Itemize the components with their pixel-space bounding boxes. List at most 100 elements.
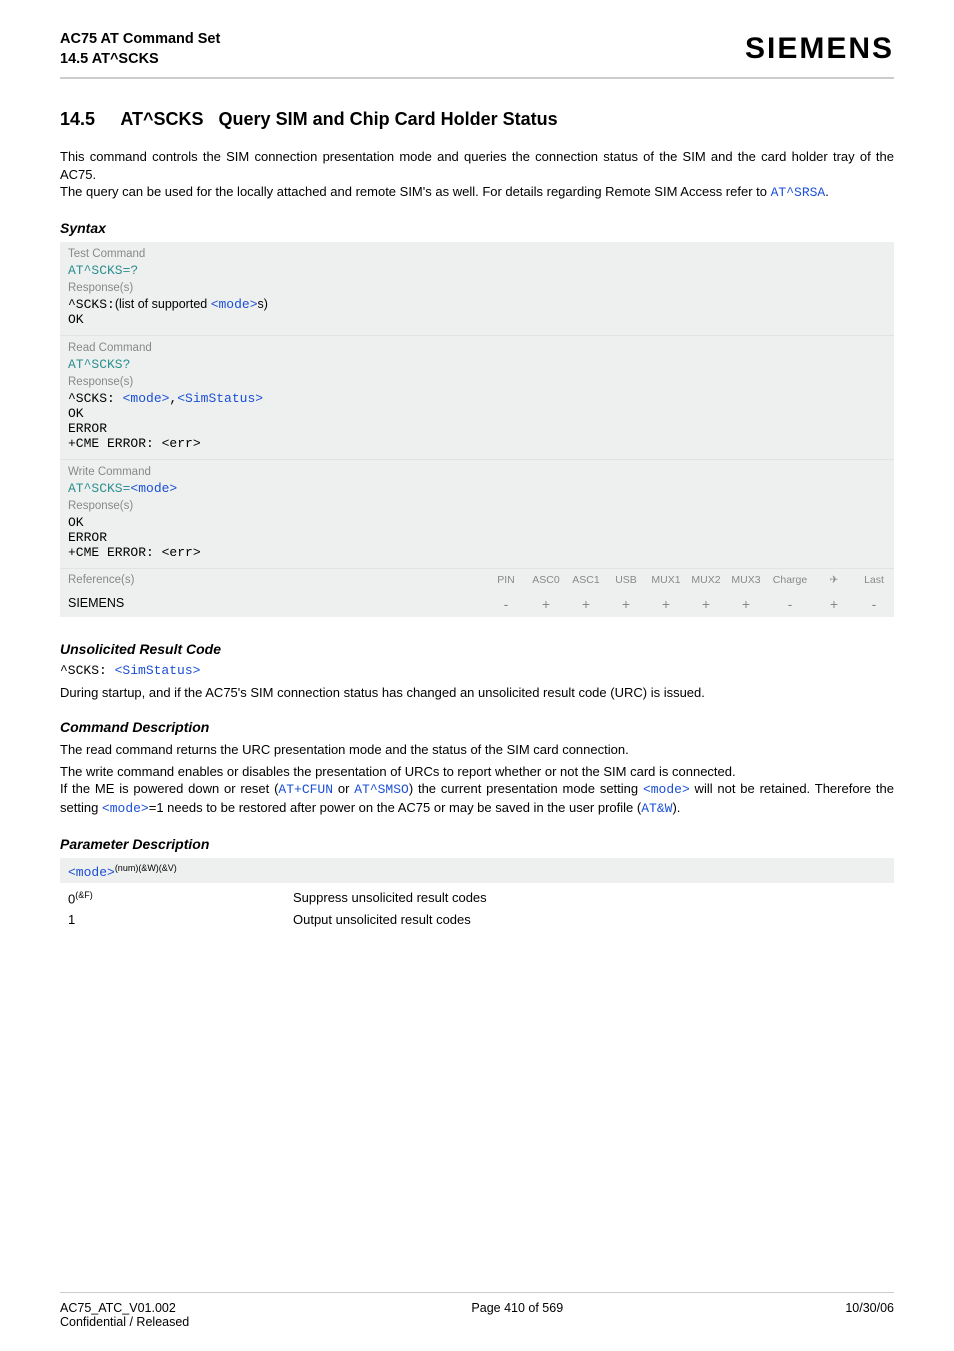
cmddesc-p2: The write command enables or disables th… xyxy=(60,763,894,781)
param-name-sup: (num)(&W)(&V) xyxy=(115,863,177,873)
page-footer: AC75_ATC_V01.002 Confidential / Released… xyxy=(60,1292,894,1329)
read-error: ERROR xyxy=(68,421,886,436)
ref-col-usb: USB xyxy=(606,569,646,591)
link-atw[interactable]: AT&W xyxy=(641,801,672,816)
write-cmd-mode[interactable]: <mode> xyxy=(130,481,177,496)
read-label: Read Command xyxy=(68,342,886,354)
test-resp-mid: (list of supported xyxy=(115,297,211,311)
param-name-block: <mode>(num)(&W)(&V) xyxy=(60,858,894,883)
ref-val-1: + xyxy=(526,591,566,617)
footer-left: AC75_ATC_V01.002 Confidential / Released xyxy=(60,1301,189,1329)
ref-col-airplane-icon: ✈ xyxy=(814,569,854,591)
read-resp-mode[interactable]: <mode> xyxy=(123,391,170,406)
urc-prefix: ^SCKS: xyxy=(60,663,115,678)
footer-page-number: Page 410 of 569 xyxy=(471,1301,563,1329)
param-key-1: 1 xyxy=(68,912,293,927)
read-cme: +CME ERROR: <err> xyxy=(68,436,886,451)
read-ok: OK xyxy=(68,406,886,421)
test-ok: OK xyxy=(68,312,886,327)
write-label: Write Command xyxy=(68,466,886,478)
ref-value-row: SIEMENS - + + + + + + - + - xyxy=(60,591,894,617)
cmddesc-p3: If the ME is powered down or reset (AT+C… xyxy=(60,780,894,817)
intro-p2: The query can be used for the locally at… xyxy=(60,183,894,202)
cd-p3b: or xyxy=(333,781,354,796)
ref-val-5: + xyxy=(686,591,726,617)
reference-table: Reference(s) PIN ASC0 ASC1 USB MUX1 MUX2… xyxy=(60,569,894,617)
read-resp-simstatus[interactable]: <SimStatus> xyxy=(177,391,263,406)
read-resp-label: Response(s) xyxy=(68,376,886,388)
ref-col-mux3: MUX3 xyxy=(726,569,766,591)
param-name[interactable]: <mode> xyxy=(68,865,115,880)
urc-param[interactable]: <SimStatus> xyxy=(115,663,201,678)
read-cmd: AT^SCKS? xyxy=(68,357,886,372)
ref-val-8: + xyxy=(814,591,854,617)
urc-line: ^SCKS: <SimStatus> xyxy=(60,663,894,678)
ref-col-mux2: MUX2 xyxy=(686,569,726,591)
test-resp-mode[interactable]: <mode> xyxy=(211,297,258,312)
header-line1: AC75 AT Command Set xyxy=(60,31,220,47)
write-cmd: AT^SCKS=<mode> xyxy=(68,481,886,496)
ref-col-charge: Charge xyxy=(766,569,814,591)
ref-val-6: + xyxy=(726,591,766,617)
ref-val-9: - xyxy=(854,591,894,617)
footer-doc-id: AC75_ATC_V01.002 xyxy=(60,1301,176,1315)
cd-mode1[interactable]: <mode> xyxy=(643,782,690,797)
param-key-0-sup: (&F) xyxy=(75,890,93,900)
intro-p2-post: . xyxy=(825,184,829,199)
ref-val-0: - xyxy=(486,591,526,617)
cmddesc-p1: The read command returns the URC present… xyxy=(60,741,894,759)
footer-date: 10/30/06 xyxy=(845,1301,894,1329)
test-resp-suffix: s) xyxy=(258,297,268,311)
footer-classification: Confidential / Released xyxy=(60,1315,189,1329)
ref-val-2: + xyxy=(566,591,606,617)
cd-p3e: =1 needs to be restored after power on t… xyxy=(149,800,641,815)
test-label: Test Command xyxy=(68,248,886,260)
ref-col-asc1: ASC1 xyxy=(566,569,606,591)
link-atcfun[interactable]: AT+CFUN xyxy=(278,782,333,797)
link-atsmso[interactable]: AT^SMSO xyxy=(354,782,409,797)
intro-p2-pre: The query can be used for the locally at… xyxy=(60,184,771,199)
test-resp: ^SCKS:(list of supported <mode>s) xyxy=(68,297,886,312)
ref-vendor: SIEMENS xyxy=(60,591,486,617)
write-resp-label: Response(s) xyxy=(68,500,886,512)
param-val-0: Suppress unsolicited result codes xyxy=(293,890,886,906)
urc-desc: During startup, and if the AC75's SIM co… xyxy=(60,684,894,702)
paramdesc-heading: Parameter Description xyxy=(60,836,894,852)
test-cmd: AT^SCKS=? xyxy=(68,263,886,278)
urc-heading: Unsolicited Result Code xyxy=(60,641,894,657)
cmddesc-heading: Command Description xyxy=(60,719,894,735)
syntax-heading: Syntax xyxy=(60,220,894,236)
read-command-block: Read Command AT^SCKS? Response(s) ^SCKS:… xyxy=(60,336,894,460)
intro-p1: This command controls the SIM connection… xyxy=(60,148,894,183)
ref-col-pin: PIN xyxy=(486,569,526,591)
test-command-block: Test Command AT^SCKS=? Response(s) ^SCKS… xyxy=(60,242,894,336)
write-ok: OK xyxy=(68,515,886,530)
section-number: 14.5 xyxy=(60,109,116,130)
param-val-1: Output unsolicited result codes xyxy=(293,912,886,927)
section-heading: 14.5 AT^SCKS Query SIM and Chip Card Hol… xyxy=(60,109,894,130)
cd-mode2[interactable]: <mode> xyxy=(102,801,149,816)
ref-vals: - + + + + + + - + - xyxy=(486,591,894,617)
write-cme: +CME ERROR: <err> xyxy=(68,545,886,560)
link-atsrsa[interactable]: AT^SRSA xyxy=(771,185,826,200)
ref-col-last: Last xyxy=(854,569,894,591)
cd-p3c: ) the current presentation mode setting xyxy=(409,781,643,796)
ref-val-7: - xyxy=(766,591,814,617)
ref-header-row: Reference(s) PIN ASC0 ASC1 USB MUX1 MUX2… xyxy=(60,569,894,591)
param-key-0: 0(&F) xyxy=(68,890,293,906)
cd-p3a: If the ME is powered down or reset ( xyxy=(60,781,278,796)
section-cmd: AT^SCKS xyxy=(120,109,203,129)
ref-val-4: + xyxy=(646,591,686,617)
write-error: ERROR xyxy=(68,530,886,545)
test-resp-prefix: ^SCKS: xyxy=(68,297,115,312)
header-line2: 14.5 AT^SCKS xyxy=(60,51,159,67)
write-cmd-prefix: AT^SCKS= xyxy=(68,481,130,496)
header-title: AC75 AT Command Set 14.5 AT^SCKS xyxy=(60,30,220,69)
param-row-0: 0(&F) Suppress unsolicited result codes xyxy=(60,887,894,909)
ref-col-mux1: MUX1 xyxy=(646,569,686,591)
section-title-text: Query SIM and Chip Card Holder Status xyxy=(219,109,558,129)
ref-val-3: + xyxy=(606,591,646,617)
param-row-1: 1 Output unsolicited result codes xyxy=(60,909,894,930)
read-resp: ^SCKS: <mode>,<SimStatus> xyxy=(68,391,886,406)
ref-cols: PIN ASC0 ASC1 USB MUX1 MUX2 MUX3 Charge … xyxy=(486,569,894,591)
